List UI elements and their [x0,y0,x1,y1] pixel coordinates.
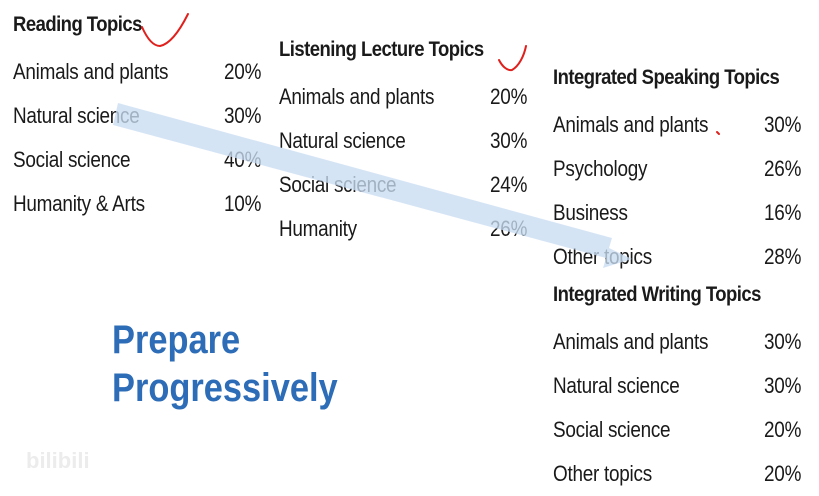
writing-topics-section: Integrated Writing Topics Animals and pl… [553,282,801,496]
topic-percentage: 20% [763,417,801,442]
topic-label: Natural science [13,103,140,128]
topic-label: Animals and plants [13,59,169,84]
listening-topics-title: Listening Lecture Topics [279,38,484,61]
topic-row: Psychology 26% [553,147,801,191]
topic-row: Animals and plants 30% [553,103,801,147]
bilibili-logo: bilibili [26,448,90,473]
topic-label: Business [553,200,628,225]
topic-label: Humanity [279,216,357,241]
topic-row: Natural science 30% [553,364,801,408]
speaking-topics-section: Integrated Speaking Topics Animals and p… [553,65,801,279]
slogan: Prepare Progressively [112,316,338,412]
topic-row: Animals and plants 30% [553,320,801,364]
topic-row: Animals and plants 20% [279,75,527,119]
topic-label: Social science [553,417,671,442]
topic-label: Natural science [279,128,406,153]
topic-label: Psychology [553,156,648,181]
topic-percentage: 40% [223,147,261,172]
watermark: bilibili [20,448,90,474]
topic-percentage: 20% [489,84,527,109]
topic-percentage: 30% [489,128,527,153]
topic-row: Other topics 20% [553,452,801,496]
topic-label: Other topics [553,461,652,486]
topic-percentage: 30% [763,373,801,398]
topic-row: Social science 20% [553,408,801,452]
topic-label: Social science [13,147,131,172]
topic-row: Social science 24% [279,163,527,207]
topic-percentage: 24% [489,172,527,197]
topic-row: Other topics 28% [553,235,801,279]
topic-percentage: 20% [223,59,261,84]
topic-label: Humanity & Arts [13,191,145,216]
topic-label: Animals and plants [553,329,709,354]
topic-percentage: 30% [763,112,801,137]
writing-topics-title: Integrated Writing Topics [553,283,761,306]
reading-topics-title: Reading Topics [13,13,142,36]
topic-row: Social science 40% [13,138,261,182]
topic-label: Other topics [553,244,652,269]
topic-percentage: 20% [763,461,801,486]
topic-percentage: 30% [763,329,801,354]
topic-label: Animals and plants [279,84,435,109]
speaking-topics-title: Integrated Speaking Topics [553,66,780,89]
topic-row: Animals and plants 20% [13,50,261,94]
topic-label: Animals and plants [553,112,709,137]
topic-percentage: 26% [489,216,527,241]
topic-row: Natural science 30% [13,94,261,138]
slogan-line: Prepare [112,318,241,362]
slogan-line: Progressively [112,366,338,410]
topic-percentage: 10% [223,191,261,216]
topic-percentage: 28% [763,244,801,269]
topic-row: Business 16% [553,191,801,235]
topic-percentage: 30% [223,103,261,128]
topic-row: Natural science 30% [279,119,527,163]
topic-row: Humanity & Arts 10% [13,182,261,226]
topic-label: Natural science [553,373,680,398]
topic-row: Humanity 26% [279,207,527,251]
reading-topics-section: Reading Topics Animals and plants 20% Na… [13,12,261,226]
listening-topics-section: Listening Lecture Topics Animals and pla… [279,37,527,251]
topic-percentage: 26% [763,156,801,181]
topic-percentage: 16% [763,200,801,225]
topic-label: Social science [279,172,397,197]
